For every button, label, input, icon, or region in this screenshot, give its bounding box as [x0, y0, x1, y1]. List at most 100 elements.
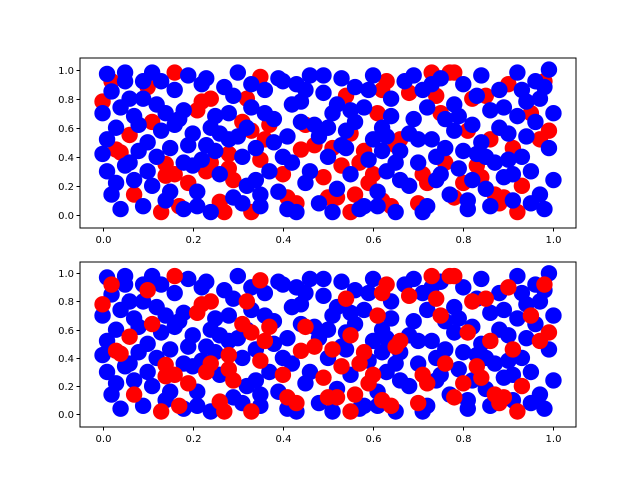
- blue-scatter-point: [355, 198, 373, 215]
- red-scatter-point: [328, 389, 346, 406]
- blue-scatter-point: [252, 386, 269, 403]
- blue-scatter-point: [378, 128, 395, 145]
- blue-scatter-point: [94, 105, 111, 122]
- blue-scatter-point: [315, 270, 332, 288]
- blue-scatter-point: [161, 341, 179, 358]
- red-scatter-point: [346, 186, 364, 203]
- blue-scatter-point: [446, 324, 463, 341]
- blue-scatter-point: [360, 151, 377, 168]
- blue-scatter-point: [143, 177, 161, 195]
- blue-scatter-point: [513, 81, 531, 99]
- blue-scatter-point: [152, 122, 170, 139]
- blue-scatter-point: [500, 151, 517, 168]
- blue-scatter-point: [364, 67, 382, 84]
- blue-scatter-point: [256, 105, 274, 122]
- blue-scatter-point: [139, 134, 156, 151]
- blue-scatter-point: [536, 400, 553, 417]
- red-scatter-point: [202, 90, 219, 107]
- blue-scatter-point: [94, 145, 111, 163]
- blue-scatter-point: [364, 131, 382, 148]
- blue-scatter-point: [382, 107, 400, 125]
- blue-scatter-point: [409, 154, 427, 171]
- blue-scatter-point: [166, 284, 183, 302]
- blue-scatter-point: [455, 344, 472, 361]
- blue-scatter-point: [509, 107, 526, 125]
- blue-scatter-point: [355, 301, 373, 319]
- blue-scatter-point: [450, 107, 467, 125]
- red-scatter-point: [125, 386, 143, 403]
- scatter-plot-top: 0.0 0.2 0.4 0.6 0.8 1.0 0.0 0.2 0.4 0.6 0.8 1.0: [58, 57, 577, 246]
- red-scatter-point: [364, 366, 382, 384]
- blue-scatter-point: [252, 186, 269, 203]
- blue-scatter-point: [98, 363, 116, 381]
- blue-scatter-point: [513, 148, 531, 165]
- blue-scatter-point: [98, 131, 116, 148]
- blue-scatter-point: [256, 284, 274, 302]
- blue-scatter-point: [234, 148, 251, 165]
- blue-scatter-point: [265, 134, 283, 151]
- blue-scatter-point: [342, 166, 359, 183]
- blue-scatter-point: [482, 304, 499, 321]
- x-tick-label: 1.0: [546, 235, 562, 246]
- red-scatter-point: [342, 327, 359, 344]
- y-tick-label: 0.0: [58, 211, 74, 222]
- blue-scatter-point: [283, 96, 301, 113]
- blue-scatter-point: [405, 270, 422, 288]
- blue-scatter-point: [301, 67, 319, 84]
- blue-scatter-point: [234, 349, 251, 367]
- blue-scatter-point: [364, 270, 382, 288]
- blue-scatter-point: [540, 61, 558, 78]
- blue-scatter-point: [522, 195, 540, 212]
- blue-scatter-point: [198, 273, 215, 290]
- red-scatter-point: [378, 73, 395, 90]
- blue-scatter-point: [161, 139, 179, 157]
- blue-scatter-point: [328, 180, 346, 197]
- blue-scatter-point: [202, 119, 219, 136]
- red-scatter-point: [428, 290, 445, 307]
- red-scatter-point: [419, 375, 436, 392]
- red-scatter-point: [143, 315, 161, 333]
- blue-scatter-point: [333, 70, 350, 87]
- blue-scatter-point: [324, 203, 341, 221]
- y-tick-label: 0.8: [58, 95, 74, 106]
- x-tick-label: 0.8: [456, 434, 472, 445]
- red-scatter-point: [495, 389, 513, 406]
- blue-scatter-point: [252, 198, 269, 215]
- blue-scatter-point: [459, 392, 476, 409]
- red-scatter-point: [337, 290, 355, 307]
- blue-scatter-point: [360, 81, 377, 99]
- y-tick-label: 0.4: [58, 153, 74, 164]
- y-tick-label: 0.6: [58, 326, 74, 337]
- red-scatter-point: [315, 168, 332, 186]
- red-scatter-point: [94, 296, 111, 313]
- blue-scatter-point: [432, 166, 449, 183]
- blue-scatter-point: [274, 148, 292, 165]
- blue-scatter-point: [545, 171, 562, 189]
- blue-scatter-point: [134, 198, 152, 215]
- blue-scatter-point: [247, 171, 265, 189]
- blue-scatter-point: [297, 81, 314, 99]
- blue-scatter-point: [364, 332, 382, 350]
- y-tick-label: 1.0: [58, 269, 74, 280]
- red-scatter-point: [464, 293, 481, 310]
- red-scatter-point: [152, 403, 170, 420]
- blue-scatter-point: [143, 377, 161, 395]
- x-tick-label: 0.2: [186, 235, 202, 246]
- blue-scatter-point: [220, 307, 237, 324]
- red-scatter-point: [378, 276, 395, 293]
- blue-scatter-point: [400, 125, 418, 142]
- blue-scatter-point: [446, 122, 463, 139]
- red-scatter-point: [125, 186, 143, 203]
- blue-scatter-point: [405, 67, 422, 84]
- red-scatter-point: [346, 386, 364, 403]
- red-scatter-point: [166, 166, 183, 183]
- blue-scatter-point: [527, 73, 544, 90]
- red-scatter-point: [522, 307, 540, 324]
- blue-scatter-point: [161, 183, 179, 200]
- blue-scatter-point: [405, 313, 422, 330]
- blue-scatter-point: [225, 290, 242, 307]
- blue-scatter-point: [391, 171, 409, 189]
- red-scatter-point: [139, 282, 156, 299]
- red-scatter-point: [216, 403, 233, 420]
- blue-scatter-point: [441, 186, 458, 203]
